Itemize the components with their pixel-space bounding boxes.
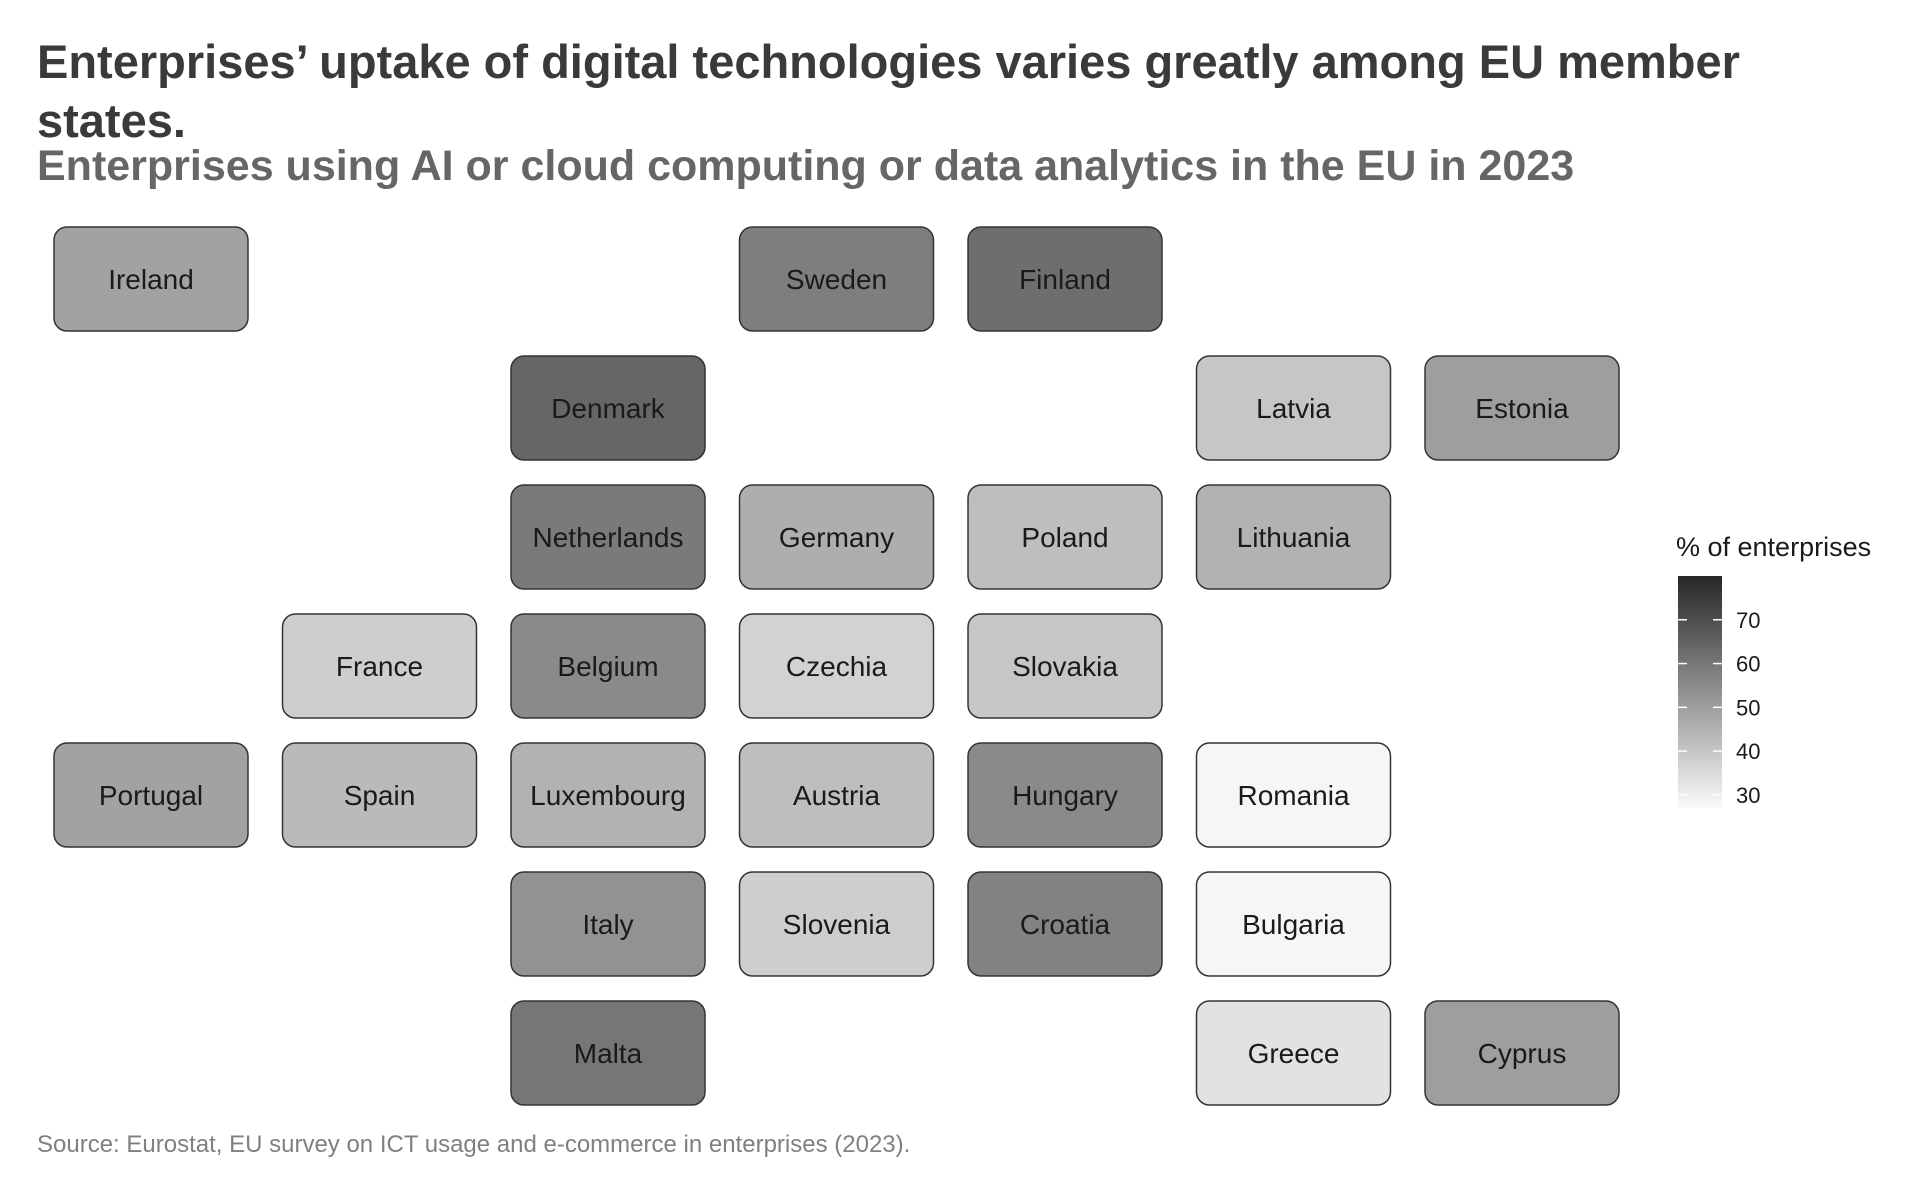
tile-label: Hungary <box>1012 780 1118 811</box>
tile-rect <box>510 613 706 719</box>
tile-label: Belgium <box>557 651 658 682</box>
tile-italy: Italy <box>510 871 706 977</box>
tile-rect <box>1195 742 1392 848</box>
tile-spain: Spain <box>281 742 478 848</box>
tile-bulgaria: Bulgaria <box>1195 871 1392 977</box>
tile-denmark: Denmark <box>510 355 706 461</box>
tile-malta: Malta <box>510 1000 706 1106</box>
tile-rect <box>967 742 1163 848</box>
tile-rect <box>281 613 478 719</box>
tile-netherlands: Netherlands <box>510 484 706 590</box>
legend-tick-label: 40 <box>1736 739 1760 764</box>
tile-label: Latvia <box>1256 393 1331 424</box>
tile-label: Netherlands <box>533 522 684 553</box>
tile-rect <box>738 613 935 719</box>
tile-label: France <box>336 651 423 682</box>
tile-france: France <box>281 613 478 719</box>
tile-rect <box>1424 1000 1620 1106</box>
tiles-layer: Ireland Sweden Finland Denmark Latvia Estonia… <box>53 226 1620 1106</box>
tile-lithuania: Lithuania <box>1195 484 1392 590</box>
tile-label: Slovenia <box>783 909 891 940</box>
tile-label: Poland <box>1021 522 1108 553</box>
tile-rect <box>510 871 706 977</box>
tile-rect <box>738 742 935 848</box>
legend-ticks: 30 40 50 60 70 <box>1678 608 1760 808</box>
tile-rect <box>967 613 1163 719</box>
chart-subtitle: Enterprises using AI or cloud computing … <box>37 142 1575 190</box>
tile-rect <box>53 226 249 332</box>
tile-rect <box>510 484 706 590</box>
tile-label: Sweden <box>786 264 887 295</box>
legend-tick-label: 50 <box>1736 695 1760 720</box>
tile-cyprus: Cyprus <box>1424 1000 1620 1106</box>
tile-rect <box>967 871 1163 977</box>
tile-rect <box>738 484 935 590</box>
tile-croatia: Croatia <box>967 871 1163 977</box>
tile-portugal: Portugal <box>53 742 249 848</box>
tile-label: Greece <box>1248 1038 1340 1069</box>
tile-rect <box>510 355 706 461</box>
tile-label: Germany <box>779 522 894 553</box>
tile-finland: Finland <box>967 226 1163 332</box>
tile-czechia: Czechia <box>738 613 935 719</box>
tile-label: Croatia <box>1020 909 1111 940</box>
tile-rect <box>510 1000 706 1106</box>
tile-label: Italy <box>582 909 633 940</box>
tile-rect <box>281 742 478 848</box>
tile-rect <box>738 226 935 332</box>
tile-poland: Poland <box>967 484 1163 590</box>
legend-title: % of enterprises <box>1676 532 1871 562</box>
tile-slovakia: Slovakia <box>967 613 1163 719</box>
tile-greece: Greece <box>1195 1000 1392 1106</box>
tile-rect <box>1195 1000 1392 1106</box>
tile-latvia: Latvia <box>1195 355 1392 461</box>
tile-label: Finland <box>1019 264 1111 295</box>
source-note: Source: Eurostat, EU survey on ICT usage… <box>37 1131 911 1158</box>
tile-rect <box>1424 355 1620 461</box>
tile-germany: Germany <box>738 484 935 590</box>
tile-label: Czechia <box>786 651 888 682</box>
tile-label: Bulgaria <box>1242 909 1345 940</box>
tile-label: Estonia <box>1475 393 1569 424</box>
tile-austria: Austria <box>738 742 935 848</box>
tile-slovenia: Slovenia <box>738 871 935 977</box>
chart-title: Enterprises’ uptake of digital technolog… <box>37 35 1740 147</box>
tile-label: Portugal <box>99 780 203 811</box>
tile-luxembourg: Luxembourg <box>510 742 706 848</box>
tile-estonia: Estonia <box>1424 355 1620 461</box>
legend: % of enterprises 30 40 50 60 70 <box>1676 532 1871 808</box>
tile-rect <box>738 871 935 977</box>
tile-hungary: Hungary <box>967 742 1163 848</box>
tile-rect <box>967 226 1163 332</box>
tile-label: Romania <box>1237 780 1349 811</box>
tile-label: Ireland <box>108 264 194 295</box>
tile-rect <box>967 484 1163 590</box>
legend-tick-label: 60 <box>1736 652 1760 677</box>
tile-rect <box>1195 484 1392 590</box>
tile-sweden: Sweden <box>738 226 935 332</box>
legend-tick-label: 30 <box>1736 783 1760 808</box>
tile-label: Lithuania <box>1237 522 1351 553</box>
tile-rect <box>53 742 249 848</box>
tile-romania: Romania <box>1195 742 1392 848</box>
tile-rect <box>1195 871 1392 977</box>
legend-colorbar <box>1678 576 1722 808</box>
tile-label: Austria <box>793 780 881 811</box>
tile-belgium: Belgium <box>510 613 706 719</box>
tile-rect <box>510 742 706 848</box>
legend-tick-label: 70 <box>1736 608 1760 633</box>
tile-label: Cyprus <box>1478 1038 1567 1069</box>
tile-label: Denmark <box>551 393 666 424</box>
tile-label: Spain <box>344 780 416 811</box>
tile-label: Slovakia <box>1012 651 1118 682</box>
tile-ireland: Ireland <box>53 226 249 332</box>
tile-label: Malta <box>574 1038 643 1069</box>
tile-label: Luxembourg <box>530 780 686 811</box>
tile-rect <box>1195 355 1392 461</box>
